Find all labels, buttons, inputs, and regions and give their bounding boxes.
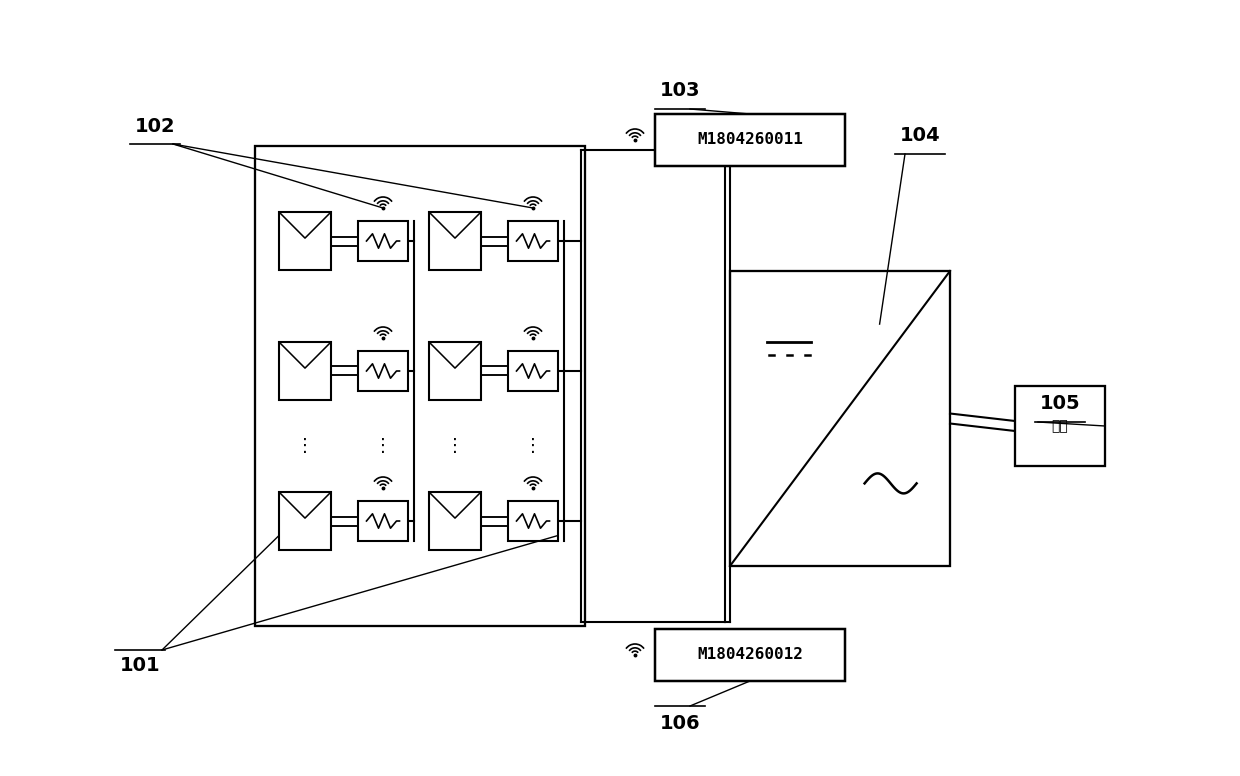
Bar	[508, 351, 558, 391]
Text: 103: 103	[660, 81, 701, 101]
Bar	[429, 342, 481, 400]
Text: 104: 104	[900, 126, 940, 145]
Text: M1804260011: M1804260011	[697, 133, 804, 147]
Bar	[279, 342, 331, 400]
Text: ⋮: ⋮	[374, 437, 392, 455]
Bar	[655, 629, 844, 681]
Text: 106: 106	[660, 715, 701, 733]
Text: ⋮: ⋮	[446, 437, 464, 455]
Text: ⋮: ⋮	[525, 437, 542, 455]
Bar	[508, 221, 558, 261]
Text: 电网: 电网	[1052, 419, 1069, 433]
Bar	[358, 351, 408, 391]
Bar	[655, 114, 844, 166]
Bar	[358, 501, 408, 541]
Text: M1804260012: M1804260012	[697, 647, 804, 663]
Text: ⋮: ⋮	[296, 437, 314, 455]
Bar	[358, 221, 408, 261]
Bar	[279, 492, 331, 550]
Bar	[1016, 386, 1105, 466]
Text: 105: 105	[1039, 394, 1080, 414]
Bar	[508, 501, 558, 541]
Text: 102: 102	[135, 116, 175, 136]
Text: 101: 101	[120, 656, 160, 675]
Bar	[730, 271, 950, 566]
Bar	[429, 212, 481, 270]
Bar	[255, 146, 585, 626]
Bar	[429, 492, 481, 550]
Bar	[279, 212, 331, 270]
